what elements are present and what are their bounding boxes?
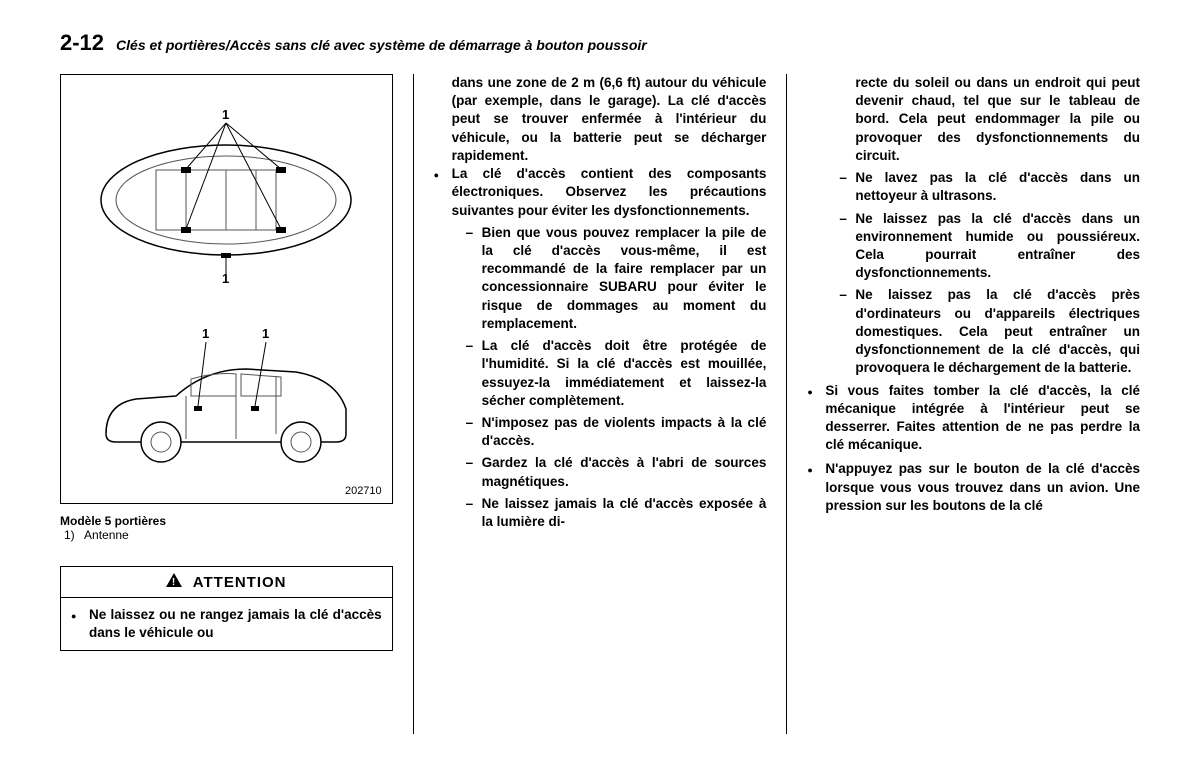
caption-title: Modèle 5 portières xyxy=(60,514,166,528)
col3-sub-3: Ne laissez pas la clé d'accès près d'ord… xyxy=(839,286,1140,377)
svg-text:1: 1 xyxy=(202,326,209,341)
col3-sub-1: Ne lavez pas la clé d'accès dans un nett… xyxy=(839,169,1140,205)
attention-bullet: Ne laissez ou ne rangez jamais la clé d'… xyxy=(71,606,382,642)
col2-sub-2: La clé d'accès doit être protégée de l'h… xyxy=(466,337,767,410)
header-title: Clés et portières/Accès sans clé avec sy… xyxy=(116,37,647,53)
caption-item-text: Antenne xyxy=(84,528,129,542)
page-header: 2-12 Clés et portières/Accès sans clé av… xyxy=(60,30,1140,56)
col3-sub-2: Ne laissez pas la clé d'accès dans un en… xyxy=(839,210,1140,283)
svg-text:1: 1 xyxy=(222,271,229,285)
column-1: 1 1 1 1 202710 xyxy=(60,74,393,734)
col3-continuation: recte du soleil ou dans un endroit qui p… xyxy=(807,74,1140,165)
column-separator xyxy=(413,74,414,734)
col3-bullet-1: Si vous faites tomber la clé d'accès, la… xyxy=(807,382,1140,455)
col2-sub-1: Bien que vous pouvez remplacer la pile d… xyxy=(466,224,767,333)
col3-bullet-2: N'appuyez pas sur le bouton de la clé d'… xyxy=(807,460,1140,515)
car-top-view-diagram: 1 1 xyxy=(86,105,366,285)
warning-icon: ! xyxy=(166,573,182,591)
car-side-view-diagram: 1 1 xyxy=(86,324,366,474)
svg-text:!: ! xyxy=(172,577,176,587)
column-separator xyxy=(786,74,787,734)
svg-text:1: 1 xyxy=(222,107,229,122)
attention-heading-text: ATTENTION xyxy=(193,574,287,591)
col2-sub-5: Ne laissez jamais la clé d'accès exposée… xyxy=(466,495,767,531)
col2-sub-4: Gardez la clé d'accès à l'abri de source… xyxy=(466,454,767,490)
page-number: 2-12 xyxy=(60,30,104,56)
col2-lead-text: dans une zone de 2 m (6,6 ft) autour du … xyxy=(434,74,767,165)
col2-bullet-1: La clé d'accès contient des composants é… xyxy=(434,165,767,531)
caption-item-num: 1) xyxy=(64,528,75,542)
figure-caption: Modèle 5 portières 1) Antenne xyxy=(60,514,393,542)
attention-box: ! ATTENTION Ne laissez ou ne rangez jama… xyxy=(60,566,393,651)
column-2: dans une zone de 2 m (6,6 ft) autour du … xyxy=(434,74,767,734)
content-columns: 1 1 1 1 202710 xyxy=(60,74,1140,734)
column-3: recte du soleil ou dans un endroit qui p… xyxy=(807,74,1140,734)
svg-text:1: 1 xyxy=(262,326,269,341)
figure-box: 1 1 1 1 202710 xyxy=(60,74,393,504)
attention-body: Ne laissez ou ne rangez jamais la clé d'… xyxy=(61,598,392,650)
figure-id: 202710 xyxy=(345,485,382,497)
col2-sub-3: N'imposez pas de violents impacts à la c… xyxy=(466,414,767,450)
attention-heading: ! ATTENTION xyxy=(61,567,392,598)
